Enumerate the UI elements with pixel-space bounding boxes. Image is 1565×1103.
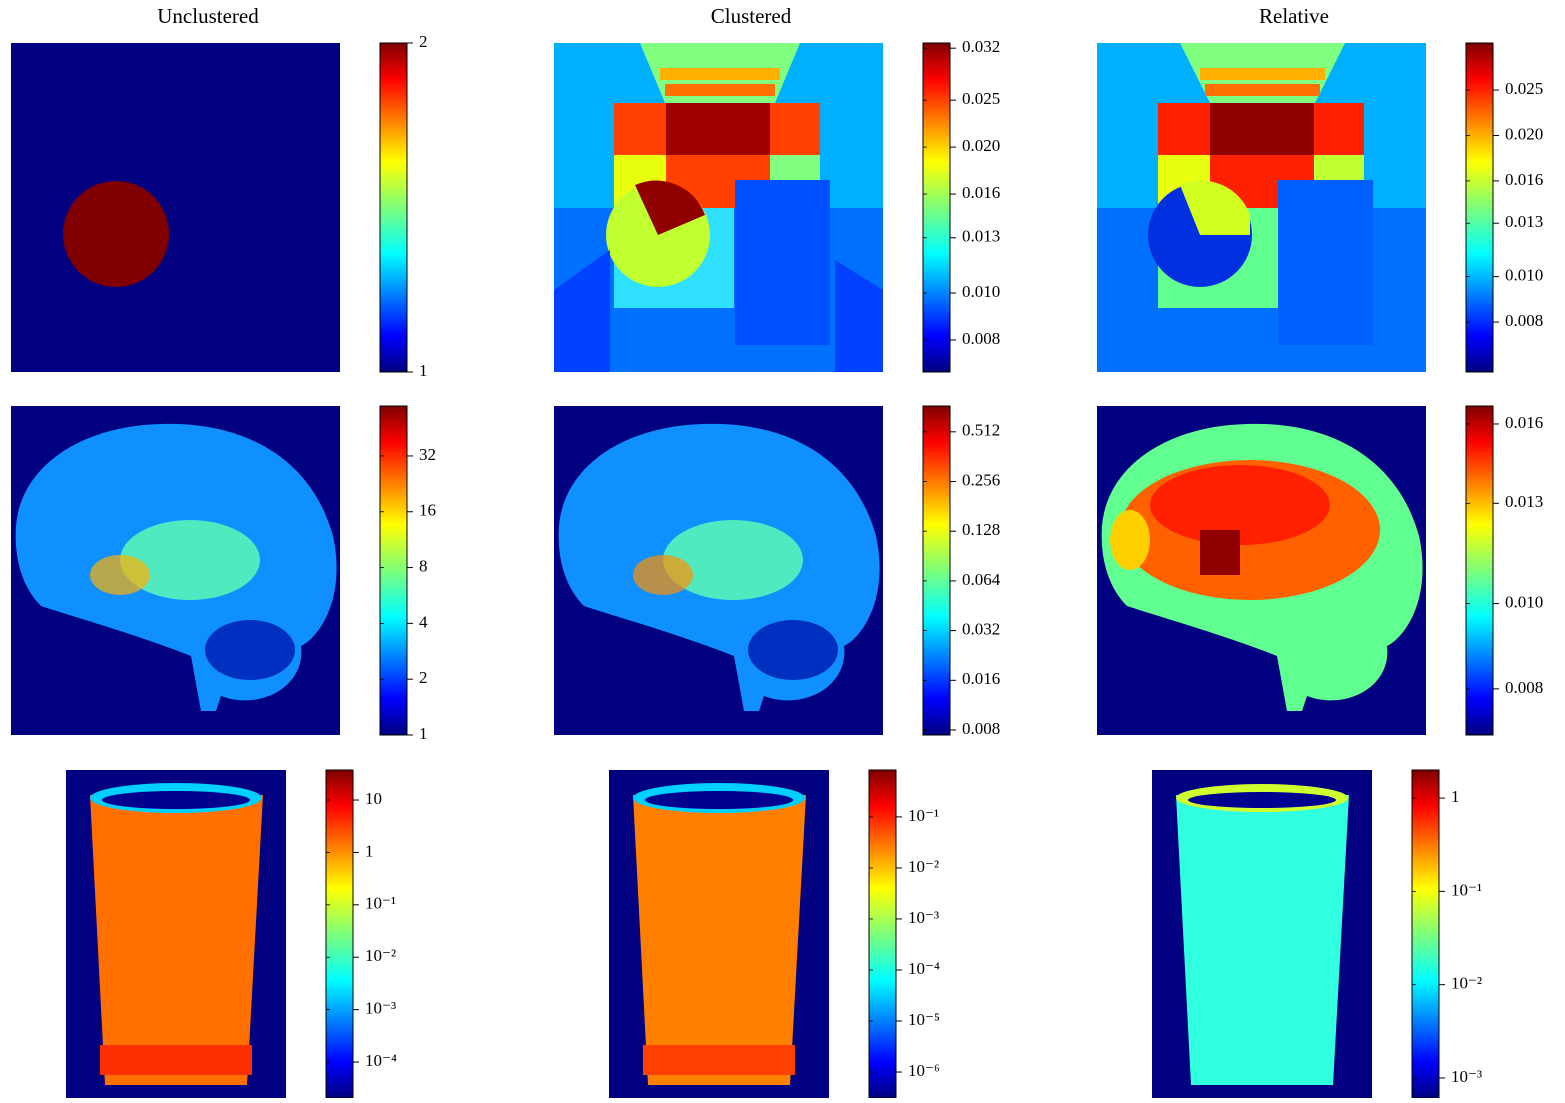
colorbar-tick-label: 0.256 [962,470,1000,489]
image-clustered-glass [609,770,829,1098]
image-unclustered-scene [11,43,340,372]
colorbar-tick-label: 0.010 [1505,592,1543,611]
colorbar-tick-label: 0.008 [1505,311,1543,330]
colorbar-tick-label: 2 [419,668,428,687]
colorbar-tick-label: 0.032 [962,620,1000,639]
colorbar-tick-label: 0.025 [1505,79,1543,98]
colorbar-tick-label: 0.512 [962,421,1000,440]
colorbar-tick-label: 0.025 [962,89,1000,108]
colorbar [1466,406,1493,735]
colorbar [923,43,950,372]
colorbar-tick-label: 10⁻⁶ [908,1061,940,1080]
colorbar-tick-label: 10⁻³ [365,999,396,1018]
colorbar-tick-label: 10⁻¹ [365,894,396,913]
colorbar-tick-label: 8 [419,556,428,575]
colorbar-tick-label: 0.032 [962,37,1000,56]
colorbar-tick-label: 0.020 [962,136,1000,155]
colorbar-tick-label: 0.016 [962,183,1000,202]
colorbar [380,406,407,735]
colorbar-tick-label: 10⁻² [365,946,396,965]
colorbar-tick-label: 10⁻¹ [908,806,939,825]
colorbar-tick-label: 0.008 [962,329,1000,348]
colorbar-tick-label: 1 [365,841,374,860]
colorbar-tick-label: 0.008 [1505,678,1543,697]
page: Unclustered 1 2 Clustered 0.008 0.010 0.013 0.0… [0,0,1565,1103]
colorbar-tick-label: 0.010 [962,282,1000,301]
colorbar-tick-label: 10⁻⁴ [365,1051,397,1070]
colorbar [869,770,896,1098]
colorbar-tick-label: 16 [419,501,436,520]
colorbar-tick-label: 32 [419,445,436,464]
colorbar-tick-label: 10⁻⁵ [908,1010,940,1029]
colorbar-tick-label: 10 [365,789,382,808]
colorbar [1466,43,1493,372]
colorbar-tick-label: 10⁻³ [1451,1067,1482,1086]
colorbar-tick-label: 10⁻³ [908,908,939,927]
figure: Unclustered 1 2 Clustered 0.008 0.010 0.013 0.0… [0,0,1565,1098]
colorbar-tick-label: 4 [419,612,428,631]
colorbar-tick-label: 0.016 [1505,170,1543,189]
image-relative-scene [1097,43,1426,372]
colorbar-tick-label: 10⁻² [908,857,939,876]
colorbar-tick-label: 0.013 [962,227,1000,246]
image-unclustered-glass [66,770,286,1098]
colorbar-tick-label: 0.016 [1505,413,1543,432]
image-relative-glass [1152,770,1372,1098]
colorbar-tick-label: 10⁻² [1451,974,1482,993]
colorbar-tick-label: 10⁻⁴ [908,959,940,978]
column-title: Unclustered [157,4,259,28]
column-title: Clustered [711,4,792,28]
image-clustered-scene [554,43,883,372]
colorbar [1412,770,1439,1098]
colorbar-tick-label: 2 [419,32,428,51]
colorbar [923,406,950,735]
image-unclustered-brain [11,406,340,735]
colorbar-tick-label: 0.013 [1505,492,1543,511]
colorbar [380,43,407,372]
colorbar [326,770,353,1098]
colorbar-tick-label: 0.016 [962,669,1000,688]
colorbar-tick-label: 0.010 [1505,266,1543,285]
colorbar-tick-label: 1 [419,361,428,380]
colorbar-tick-label: 1 [419,724,428,743]
colorbar-tick-label: 0.020 [1505,124,1543,143]
colorbar-tick-label: 1 [1451,787,1460,806]
colorbar-tick-label: 10⁻¹ [1451,880,1482,899]
colorbar-tick-label: 0.008 [962,719,1000,738]
colorbar-tick-label: 0.064 [962,570,1001,589]
colorbar-tick-label: 0.128 [962,520,1000,539]
colorbar-tick-label: 0.013 [1505,212,1543,231]
image-relative-brain [1097,406,1426,735]
image-clustered-brain [554,406,883,735]
column-title: Relative [1259,4,1329,28]
